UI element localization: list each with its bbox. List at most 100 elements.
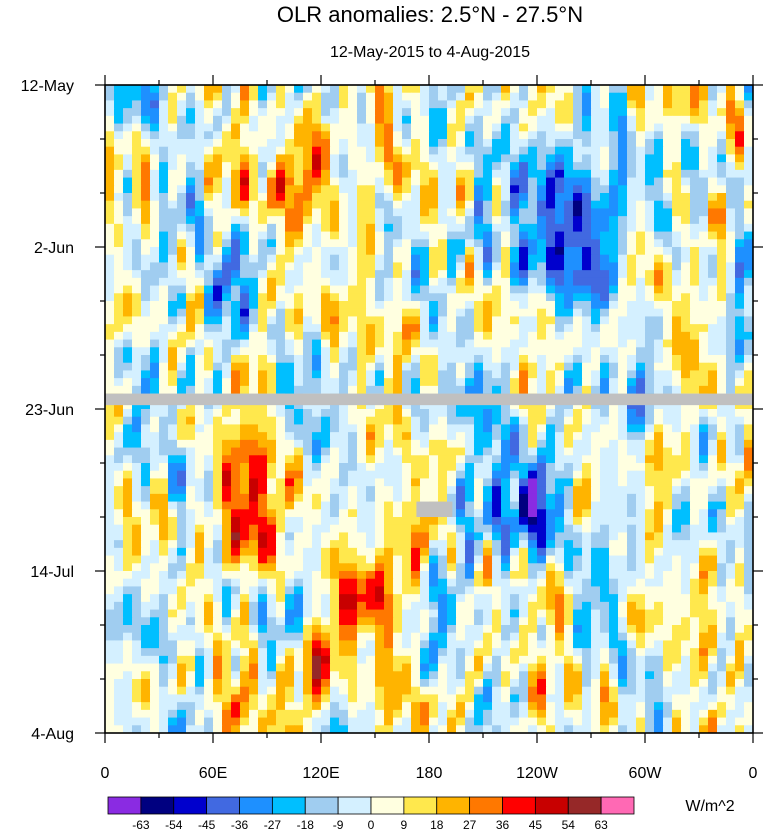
heatmap-cell (384, 470, 394, 479)
heatmap-cell (654, 493, 664, 502)
heatmap-cell (555, 532, 565, 541)
heatmap-cell (240, 470, 250, 479)
heatmap-cell (744, 308, 754, 317)
heatmap-cell (195, 115, 205, 124)
heatmap-cell (330, 285, 340, 294)
heatmap-cell (267, 524, 277, 533)
heatmap-cell (204, 455, 214, 464)
heatmap-cell (411, 455, 421, 464)
heatmap-cell (717, 378, 727, 387)
heatmap-cell (276, 208, 286, 217)
heatmap-cell (141, 223, 151, 232)
heatmap-cell (204, 586, 214, 595)
heatmap-cell (717, 355, 727, 364)
heatmap-cell (348, 100, 358, 109)
heatmap-cell (546, 285, 556, 294)
heatmap-cell (411, 385, 421, 394)
heatmap-cell (627, 239, 637, 248)
heatmap-cell (447, 169, 457, 178)
heatmap-cell (312, 254, 322, 263)
heatmap-cell (267, 169, 277, 178)
heatmap-cell (591, 254, 601, 263)
heatmap-cell (150, 486, 160, 495)
heatmap-cell (159, 416, 169, 425)
heatmap-cell (375, 216, 385, 225)
heatmap-cell (114, 355, 124, 364)
heatmap-cell (222, 524, 232, 533)
heatmap-cell (195, 85, 205, 94)
heatmap-cell (645, 370, 655, 379)
heatmap-cell (744, 216, 754, 225)
heatmap-cell (294, 316, 304, 325)
heatmap-cell (438, 154, 448, 163)
heatmap-cell (150, 154, 160, 163)
heatmap-cell (114, 416, 124, 425)
heatmap-cell (510, 355, 520, 364)
heatmap-cell (744, 439, 754, 448)
heatmap-cell (294, 223, 304, 232)
heatmap-cell (231, 547, 241, 556)
heatmap-cell (186, 254, 196, 263)
heatmap-cell (402, 594, 412, 603)
heatmap-cell (690, 532, 700, 541)
heatmap-cell (699, 270, 709, 279)
heatmap-cell (528, 223, 538, 232)
heatmap-cell (222, 424, 232, 433)
heatmap-cell (555, 262, 565, 271)
heatmap-cell (465, 517, 475, 526)
heatmap-cell (717, 409, 727, 418)
heatmap-cell (384, 347, 394, 356)
heatmap-cell (546, 301, 556, 310)
heatmap-cell (744, 285, 754, 294)
heatmap-cell (744, 416, 754, 425)
heatmap-cell (114, 223, 124, 232)
heatmap-cell (222, 146, 232, 155)
heatmap-cell (492, 416, 502, 425)
heatmap-cell (609, 370, 619, 379)
heatmap-cell (114, 594, 124, 603)
heatmap-cell (384, 355, 394, 364)
heatmap-cell (555, 293, 565, 302)
heatmap-cell (681, 463, 691, 472)
heatmap-cell (276, 108, 286, 117)
heatmap-cell (339, 478, 349, 487)
heatmap-cell (375, 85, 385, 94)
heatmap-cell (573, 378, 583, 387)
heatmap-cell (627, 594, 637, 603)
heatmap-cell (222, 331, 232, 340)
heatmap-cell (105, 270, 115, 279)
heatmap-cell (141, 301, 151, 310)
heatmap-cell (618, 540, 628, 549)
heatmap-cell (699, 115, 709, 124)
heatmap-cell (150, 270, 160, 279)
heatmap-cell (456, 578, 466, 587)
heatmap-cell (582, 540, 592, 549)
heatmap-cell (294, 447, 304, 456)
heatmap-cell (366, 308, 376, 317)
heatmap-cell (240, 216, 250, 225)
heatmap-cell (249, 139, 259, 148)
heatmap-cell (267, 85, 277, 94)
heatmap-cell (717, 501, 727, 510)
heatmap-cell (321, 247, 331, 256)
heatmap-cell (492, 501, 502, 510)
heatmap-cell (663, 339, 673, 348)
heatmap-cell (177, 262, 187, 271)
heatmap-cell (735, 555, 745, 564)
heatmap-cell (573, 131, 583, 140)
heatmap-cell (564, 563, 574, 572)
heatmap-cell (735, 347, 745, 356)
heatmap-cell (681, 455, 691, 464)
heatmap-cell (240, 270, 250, 279)
heatmap-cell (492, 208, 502, 217)
heatmap-cell (564, 601, 574, 610)
heatmap-cell (213, 293, 223, 302)
heatmap-cell (483, 385, 493, 394)
heatmap-cell (276, 308, 286, 317)
heatmap-cell (735, 277, 745, 286)
heatmap-cell (654, 185, 664, 194)
heatmap-cell (708, 578, 718, 587)
heatmap-cell (744, 247, 754, 256)
heatmap-cell (420, 146, 430, 155)
